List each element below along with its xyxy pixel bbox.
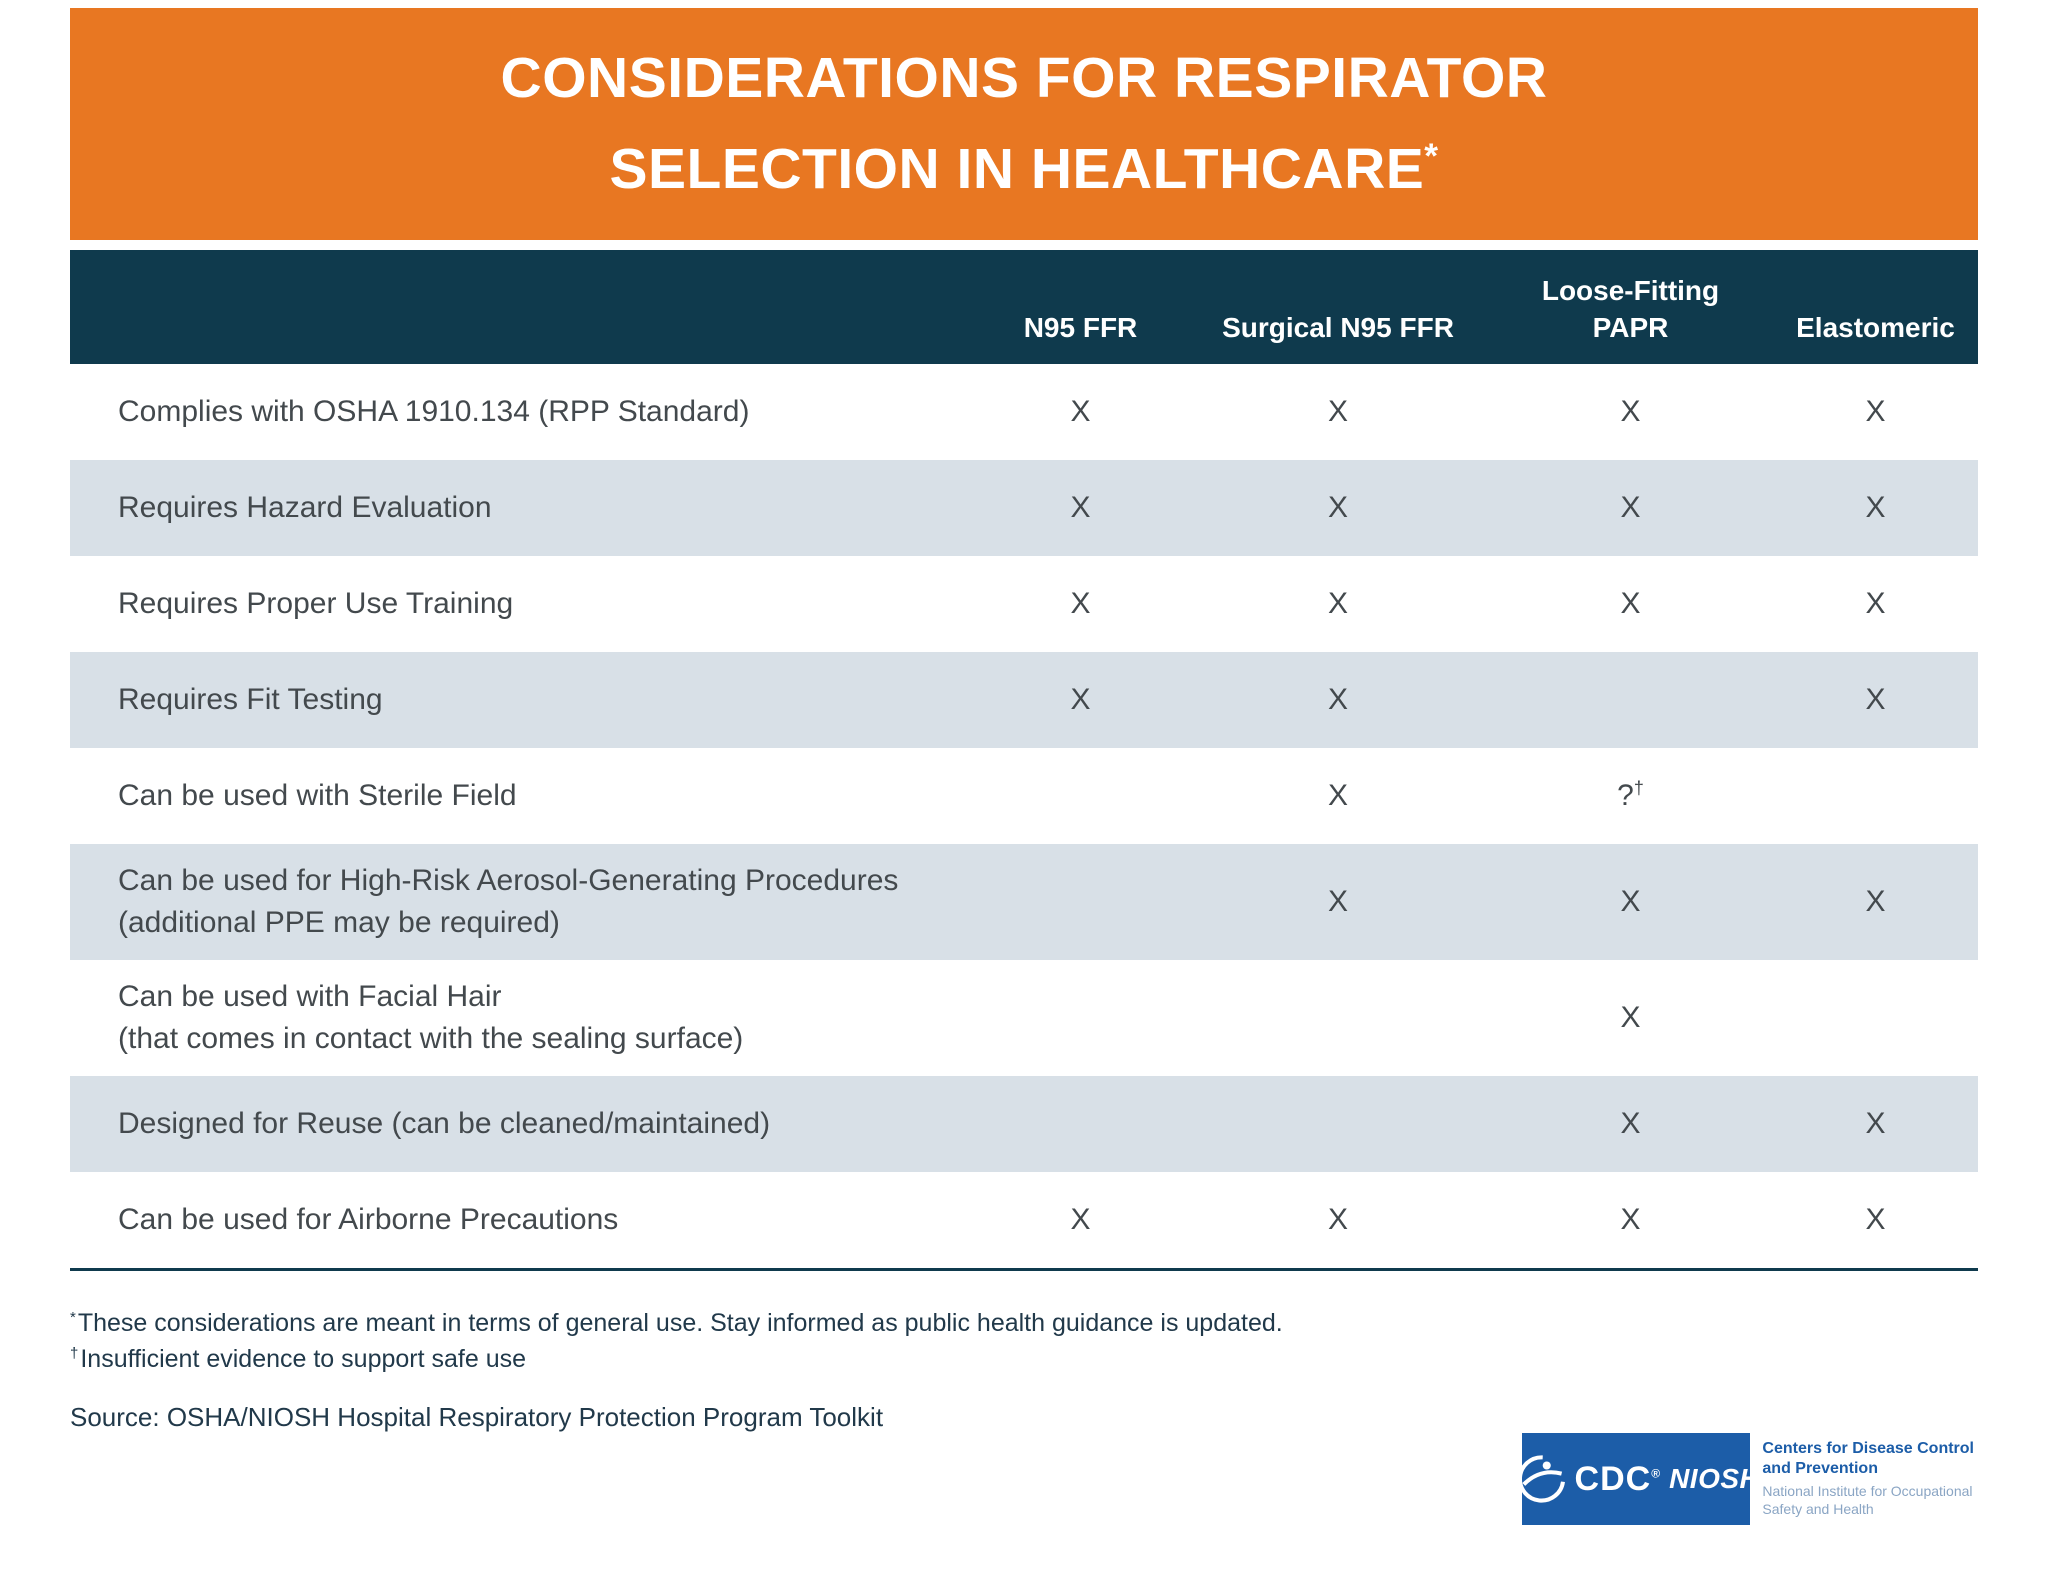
row-label: Can be used for Airborne Precautions xyxy=(118,1203,619,1236)
row-label: Requires Hazard Evaluation xyxy=(118,491,492,524)
footnote-text: These considerations are meant in terms … xyxy=(77,1309,1283,1337)
row-label: Can be used with Sterile Field xyxy=(118,779,517,812)
row-label: Designed for Reuse (can be cleaned/maint… xyxy=(118,1107,771,1140)
cell-value: ? xyxy=(1617,779,1634,812)
table-row-facial-hair: Can be used with Facial Hair (that comes… xyxy=(70,960,1978,1076)
footnote-text: Insufficient evidence to support safe us… xyxy=(80,1345,526,1374)
table-row-designed-for-reuse: Designed for Reuse (can be cleaned/maint… xyxy=(70,1076,1978,1172)
footnotes: *These considerations are meant in terms… xyxy=(70,1305,1978,1378)
dagger-mark: † xyxy=(1633,778,1644,798)
dagger-marker: † xyxy=(70,1344,79,1362)
cell-elastomeric: X xyxy=(1865,683,1886,716)
table-row-fit-testing: Requires Fit Testing X X X xyxy=(70,652,1978,748)
col-header-n95-ffr: N95 FFR xyxy=(1023,311,1138,343)
asterisk-marker: * xyxy=(70,1308,76,1326)
cell-loose-fitting-papr: X xyxy=(1620,1107,1641,1140)
cell-loose-fitting-papr: X xyxy=(1620,395,1641,428)
cdc-niosh-logo: CDC® NIOSH Centers for Disease Control a… xyxy=(1517,1433,1974,1525)
cell-n95-ffr: X xyxy=(1070,491,1091,524)
col-header-elastomeric: Elastomeric xyxy=(1796,311,1955,343)
cdc-text: CDC xyxy=(1574,1459,1652,1498)
table-header-row: N95 FFR Surgical N95 FFR Loose-Fitting P… xyxy=(70,250,1978,364)
cdc-wordmark: CDC® xyxy=(1575,1460,1662,1499)
niosh-org-name: National Institute for Occupational Safe… xyxy=(1762,1483,1973,1517)
col-header-loose-fitting-papr: Loose-Fitting PAPR xyxy=(1541,275,1720,343)
cell-n95-ffr: X xyxy=(1070,1203,1091,1236)
page-title: CONSIDERATIONS FOR RESPIRATOR SELECTION I… xyxy=(501,33,1548,215)
cell-elastomeric: X xyxy=(1865,1203,1886,1236)
title-asterisk: * xyxy=(1424,137,1439,176)
respirator-comparison-table: N95 FFR Surgical N95 FFR Loose-Fitting P… xyxy=(70,250,1978,1271)
source-line: Source: OSHA/NIOSH Hospital Respiratory … xyxy=(70,1401,884,1432)
cell-loose-fitting-papr: X xyxy=(1620,491,1641,524)
col-header-surgical-n95-ffr: Surgical N95 FFR xyxy=(1222,311,1454,343)
table-row-airborne-precautions: Can be used for Airborne Precautions X X… xyxy=(70,1172,1978,1268)
footnote-general-use: *These considerations are meant in terms… xyxy=(70,1305,1978,1341)
cell-elastomeric: X xyxy=(1865,395,1886,428)
title-line1: CONSIDERATIONS FOR RESPIRATOR xyxy=(500,45,1548,110)
cdc-org-name: Centers for Disease Control and Preventi… xyxy=(1762,1440,1974,1477)
cell-surgical-n95-ffr: X xyxy=(1327,491,1348,524)
title-line2: SELECTION IN HEALTHCARE xyxy=(609,137,1425,201)
title-banner: CONSIDERATIONS FOR RESPIRATOR SELECTION I… xyxy=(70,8,1978,240)
row-label: Can be used for High-Risk Aerosol-Genera… xyxy=(118,864,899,939)
hhs-eagle-icon xyxy=(1513,1452,1567,1506)
logo-box: CDC® NIOSH xyxy=(1517,1433,1760,1525)
cell-elastomeric: X xyxy=(1865,1107,1886,1140)
row-label: Complies with OSHA 1910.134 (RPP Standar… xyxy=(118,395,750,428)
footnote-insufficient-evidence: †Insufficient evidence to support safe u… xyxy=(70,1341,1978,1377)
row-label: Requires Fit Testing xyxy=(118,683,383,716)
cell-n95-ffr: X xyxy=(1070,683,1091,716)
cell-elastomeric: X xyxy=(1865,885,1886,918)
table-row-use-training: Requires Proper Use Training X X X X xyxy=(70,556,1978,652)
logo-text-block: Centers for Disease Control and Preventi… xyxy=(1762,1433,1974,1518)
table-row-hazard-evaluation: Requires Hazard Evaluation X X X X xyxy=(70,460,1978,556)
cell-loose-fitting-papr: X xyxy=(1620,885,1641,918)
row-label: Can be used with Facial Hair (that comes… xyxy=(118,980,744,1055)
row-label: Requires Proper Use Training xyxy=(118,587,514,620)
cell-loose-fitting-papr: X xyxy=(1620,1203,1641,1236)
cell-surgical-n95-ffr: X xyxy=(1327,779,1348,812)
cell-n95-ffr: X xyxy=(1070,395,1091,428)
cell-surgical-n95-ffr: X xyxy=(1327,395,1348,428)
cell-loose-fitting-papr: X xyxy=(1620,1001,1641,1034)
cell-surgical-n95-ffr: X xyxy=(1327,1203,1348,1236)
cell-surgical-n95-ffr: X xyxy=(1327,587,1348,620)
registered-mark: ® xyxy=(1651,1466,1662,1481)
cell-n95-ffr: X xyxy=(1070,587,1091,620)
table-row-sterile-field: Can be used with Sterile Field X ?† xyxy=(70,748,1978,844)
cell-loose-fitting-papr: X xyxy=(1620,587,1641,620)
cell-elastomeric: X xyxy=(1865,491,1886,524)
niosh-wordmark: NIOSH xyxy=(1669,1463,1761,1494)
cell-elastomeric: X xyxy=(1865,587,1886,620)
table-row-aerosol-generating-procedures: Can be used for High-Risk Aerosol-Genera… xyxy=(70,844,1978,960)
cell-surgical-n95-ffr: X xyxy=(1327,885,1348,918)
table-row-osha-compliance: Complies with OSHA 1910.134 (RPP Standar… xyxy=(70,364,1978,460)
cell-surgical-n95-ffr: X xyxy=(1327,683,1348,716)
cell-loose-fitting-papr: ?† xyxy=(1488,779,1773,813)
